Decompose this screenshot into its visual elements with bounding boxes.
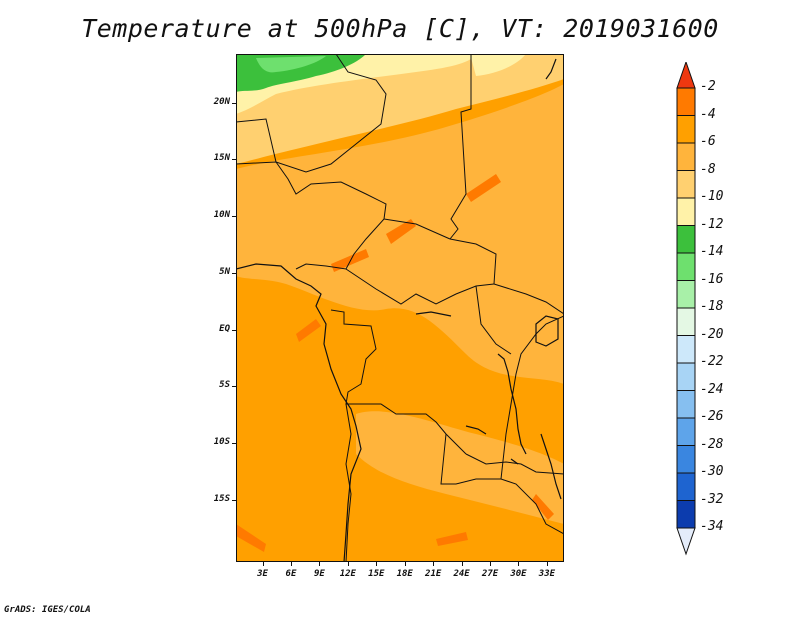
lat-tick-mark [232,159,236,161]
colorbar-tick-label: -16 [700,271,724,287]
colorbar-swatch [676,362,696,391]
field-streak-m4-5 [532,494,554,520]
colorbar-tick-label: -30 [700,464,724,479]
field-streak-m4-6 [236,524,266,552]
colorbar-swatch [676,280,696,309]
colorbar-tick-label: -34 [700,519,724,534]
footer-credit: GrADS: IGES/COLA [4,605,91,615]
colorbar-swatch [676,225,696,254]
field-streak-m4-7 [436,532,468,546]
field-band-m4-southwest [236,259,351,562]
lon-tick-mark [347,562,349,566]
lon-tick-mark [546,562,548,566]
colorbar-swatches [676,60,696,556]
lon-tick-mark [404,562,406,566]
colorbar-swatch [676,472,696,501]
colorbar-tick-label: -18 [700,299,724,314]
lat-tick-mark [232,329,236,331]
coastlines [236,58,562,562]
colorbar-tick-label: -22 [700,354,724,369]
lat-tick-mark [232,442,236,444]
colorbar-bottom-arrow [676,527,696,556]
lat-tick-label: 15S [213,493,230,504]
lon-tick-label: 33E [538,569,556,579]
field-band-m12-northeast [470,54,526,76]
lat-tick-mark [232,272,236,274]
lon-tick-label: 9E [314,569,325,579]
lon-tick-label: 24E [453,569,470,579]
colorbar-swatch [676,252,696,281]
colorbar-tick-label: -6 [700,134,716,149]
lon-tick-mark [490,562,492,566]
lon-tick-mark [290,562,292,566]
lon-tick-label: 21E [425,569,442,579]
field-streak-m4-4 [296,319,321,342]
colorbar-swatch [676,307,696,336]
lat-tick-label: 5S [219,380,230,391]
colorbar-tick-label: -10 [700,189,724,204]
lon-tick-label: 27E [481,569,499,579]
colorbar-swatch [676,115,696,144]
colorbar-swatch [676,170,696,199]
lon-tick-label: 3E [257,569,268,579]
country-borders [236,54,564,562]
lon-tick-mark [461,562,463,566]
lat-tick-mark [232,499,236,501]
lat-tick-label: 10N [213,210,230,221]
colorbar-tick-label: -26 [700,409,724,424]
colorbar-tick-label: -12 [700,216,724,232]
lon-tick-mark [262,562,264,566]
colorbar-swatch [676,142,696,171]
lat-tick-label: 15N [213,153,230,164]
lat-tick-label: 10S [213,436,230,447]
lon-tick-label: 15E [368,569,385,579]
lat-tick-mark [232,102,236,104]
lat-tick-mark [232,386,236,388]
lon-tick-label: 12E [339,569,356,579]
field-band-m8-southeast [356,411,564,524]
map-canvas [236,54,564,562]
colorbar-tick-label: -14 [700,244,724,259]
lon-tick-mark [319,562,321,566]
colorbar-swatch [676,335,696,364]
lon-tick-label: 18E [396,569,413,579]
colorbar-tick-label: -28 [700,436,724,452]
lat-tick-label: 20N [213,96,230,107]
colorbar-tick-label: -32 [700,491,724,507]
colorbar-swatch [676,500,696,529]
field-band-m16-cold-core [256,56,326,73]
colorbar [676,60,696,562]
colorbar-swatch [676,87,696,116]
lon-tick-label: 6E [285,569,297,579]
colorbar-swatch [676,445,696,474]
lon-tick-mark [433,562,435,566]
map-frame [236,54,564,562]
temperature-map [236,54,564,562]
lon-tick-mark [376,562,378,566]
colorbar-tick-label: -8 [700,161,716,177]
field-streak-m4-1 [386,219,416,244]
field-streak-m4-3 [466,174,501,202]
lat-tick-label: 5N [219,266,230,277]
colorbar-swatch [676,417,696,446]
lon-tick-label: 30E [510,569,527,579]
chart-title: Temperature at 500hPa [C], VT: 201903160… [81,14,719,43]
lon-tick-mark [518,562,520,566]
colorbar-tick-label: -4 [700,106,716,122]
colorbar-top-arrow [676,60,696,89]
colorbar-tick-label: -20 [700,326,724,342]
lat-tick-label: EQ [219,323,230,334]
colorbar-tick-label: -2 [700,79,716,94]
colorbar-swatch [676,390,696,419]
lat-tick-mark [232,216,236,218]
colorbar-tick-label: -24 [700,381,724,397]
colorbar-swatch [676,197,696,226]
